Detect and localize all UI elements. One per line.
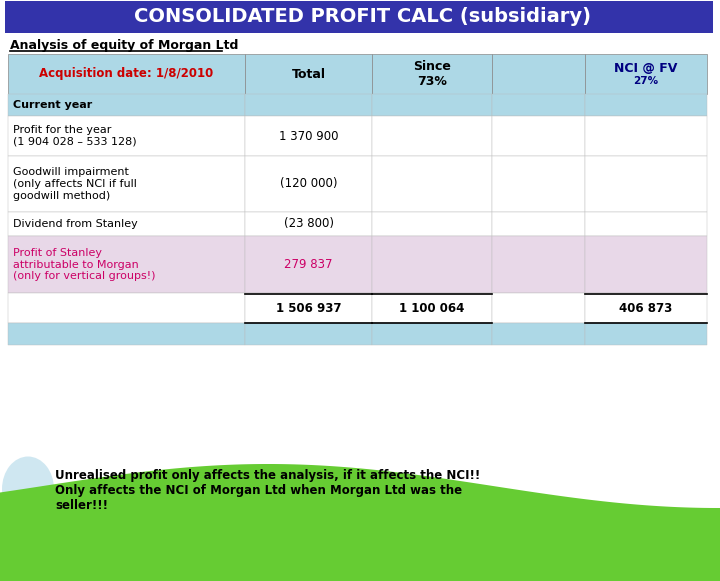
FancyBboxPatch shape <box>372 156 492 212</box>
FancyBboxPatch shape <box>492 323 585 345</box>
Text: 279 837: 279 837 <box>284 258 333 271</box>
FancyBboxPatch shape <box>492 212 585 236</box>
Text: Unrealised profit only affects the analysis, if it affects the NCI!!
Only affect: Unrealised profit only affects the analy… <box>55 469 480 512</box>
Text: Analysis of equity of Morgan Ltd: Analysis of equity of Morgan Ltd <box>10 38 238 52</box>
Text: Total: Total <box>292 67 325 81</box>
FancyBboxPatch shape <box>585 54 707 94</box>
Text: Since
73%: Since 73% <box>413 60 451 88</box>
Text: 406 873: 406 873 <box>619 302 672 314</box>
FancyBboxPatch shape <box>372 94 492 116</box>
Text: Profit of Stanley
attributable to Morgan
(only for vertical groups!): Profit of Stanley attributable to Morgan… <box>13 248 156 281</box>
Text: CONSOLIDATED PROFIT CALC (subsidiary): CONSOLIDATED PROFIT CALC (subsidiary) <box>133 8 590 27</box>
FancyBboxPatch shape <box>245 156 372 212</box>
FancyBboxPatch shape <box>8 212 245 236</box>
FancyBboxPatch shape <box>492 54 585 94</box>
FancyBboxPatch shape <box>245 293 372 323</box>
Text: Goodwill impairment
(only affects NCI if full
goodwill method): Goodwill impairment (only affects NCI if… <box>13 167 137 200</box>
FancyBboxPatch shape <box>8 116 245 156</box>
FancyBboxPatch shape <box>372 293 492 323</box>
Text: 1 100 064: 1 100 064 <box>400 302 464 314</box>
Text: Acquisition date: 1/8/2010: Acquisition date: 1/8/2010 <box>40 67 214 81</box>
Text: Dividend from Stanley: Dividend from Stanley <box>13 219 138 229</box>
FancyBboxPatch shape <box>245 94 372 116</box>
Text: NCI @ FV: NCI @ FV <box>614 62 678 74</box>
FancyBboxPatch shape <box>8 293 245 323</box>
FancyBboxPatch shape <box>372 323 492 345</box>
Text: (23 800): (23 800) <box>284 217 333 231</box>
FancyBboxPatch shape <box>5 1 713 33</box>
FancyBboxPatch shape <box>585 293 707 323</box>
FancyBboxPatch shape <box>8 156 245 212</box>
Text: 1 506 937: 1 506 937 <box>276 302 341 314</box>
FancyBboxPatch shape <box>245 212 372 236</box>
FancyBboxPatch shape <box>8 323 245 345</box>
FancyBboxPatch shape <box>585 156 707 212</box>
FancyBboxPatch shape <box>245 54 372 94</box>
FancyBboxPatch shape <box>8 94 245 116</box>
FancyBboxPatch shape <box>492 293 585 323</box>
FancyBboxPatch shape <box>585 236 707 293</box>
FancyBboxPatch shape <box>372 212 492 236</box>
FancyBboxPatch shape <box>8 236 245 293</box>
FancyBboxPatch shape <box>245 236 372 293</box>
FancyBboxPatch shape <box>372 236 492 293</box>
FancyBboxPatch shape <box>8 54 245 94</box>
FancyBboxPatch shape <box>585 212 707 236</box>
FancyBboxPatch shape <box>585 94 707 116</box>
FancyBboxPatch shape <box>245 323 372 345</box>
FancyBboxPatch shape <box>492 94 585 116</box>
Text: (120 000): (120 000) <box>280 178 337 191</box>
Ellipse shape <box>2 457 54 522</box>
FancyBboxPatch shape <box>585 116 707 156</box>
FancyBboxPatch shape <box>372 54 492 94</box>
Text: Profit for the year
(1 904 028 – 533 128): Profit for the year (1 904 028 – 533 128… <box>13 125 137 147</box>
FancyBboxPatch shape <box>492 116 585 156</box>
Text: Current year: Current year <box>13 100 92 110</box>
FancyBboxPatch shape <box>492 156 585 212</box>
FancyBboxPatch shape <box>492 236 585 293</box>
FancyBboxPatch shape <box>245 116 372 156</box>
Text: 27%: 27% <box>634 76 659 86</box>
Polygon shape <box>0 464 720 581</box>
Text: 1 370 900: 1 370 900 <box>279 130 338 142</box>
FancyBboxPatch shape <box>585 323 707 345</box>
FancyBboxPatch shape <box>372 116 492 156</box>
